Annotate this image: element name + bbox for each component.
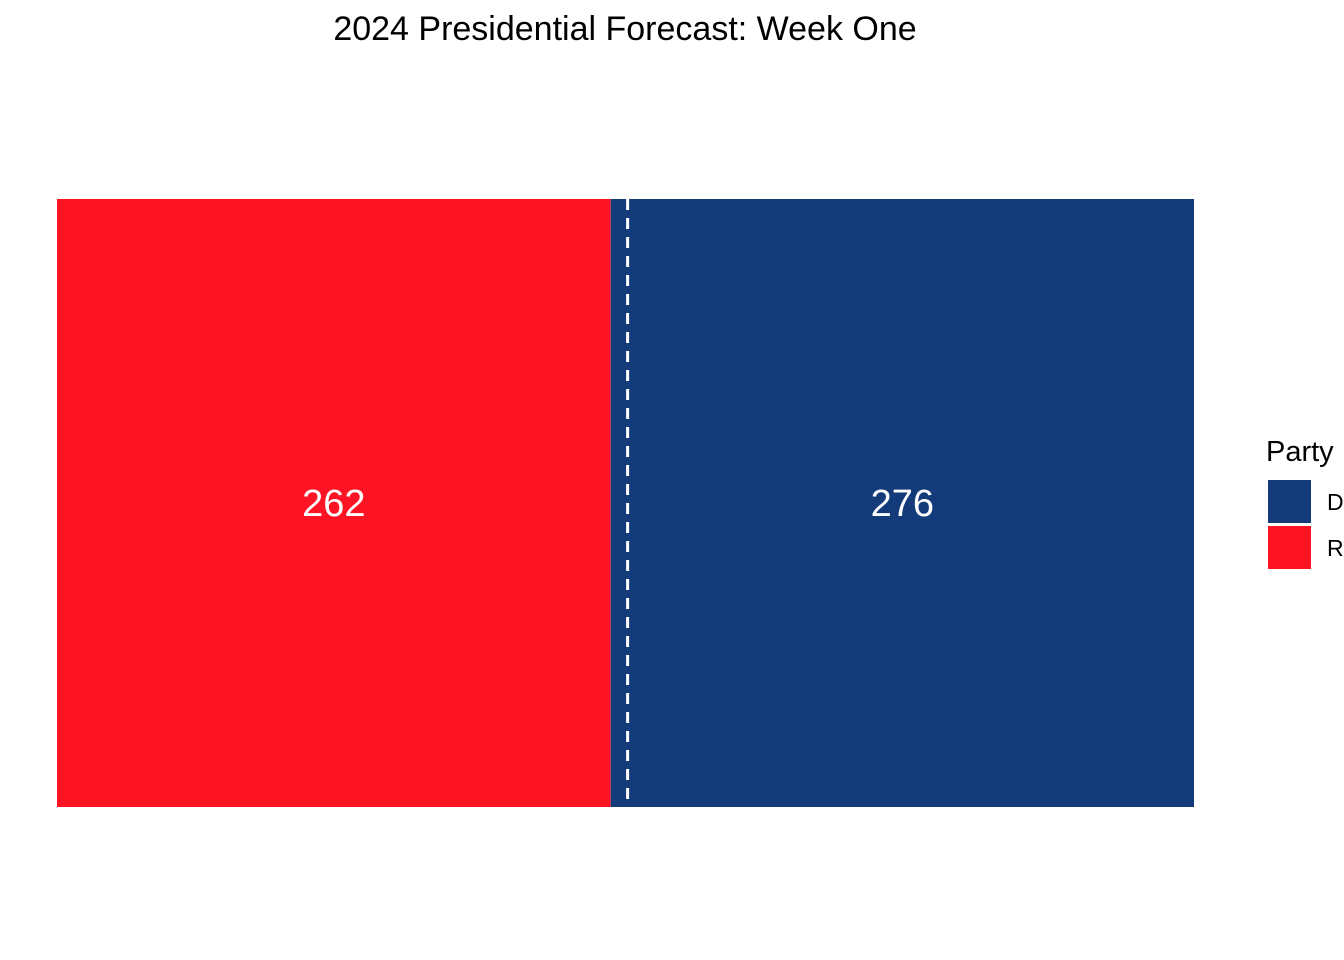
bar-group: 262 276 (57, 199, 1194, 807)
bar-value-label-d: 276 (871, 483, 934, 525)
legend-label-r: R (1327, 535, 1344, 561)
legend-label-d: D (1327, 489, 1344, 515)
legend-key-d (1268, 480, 1311, 523)
bar-r (57, 199, 611, 807)
legend: Party DR (1266, 436, 1344, 569)
bar-value-label-r: 262 (302, 483, 365, 525)
legend-key-r (1268, 526, 1311, 569)
legend-title: Party (1266, 436, 1334, 468)
chart-title: 2024 Presidential Forecast: Week One (333, 10, 916, 48)
bar-d (610, 199, 1194, 807)
